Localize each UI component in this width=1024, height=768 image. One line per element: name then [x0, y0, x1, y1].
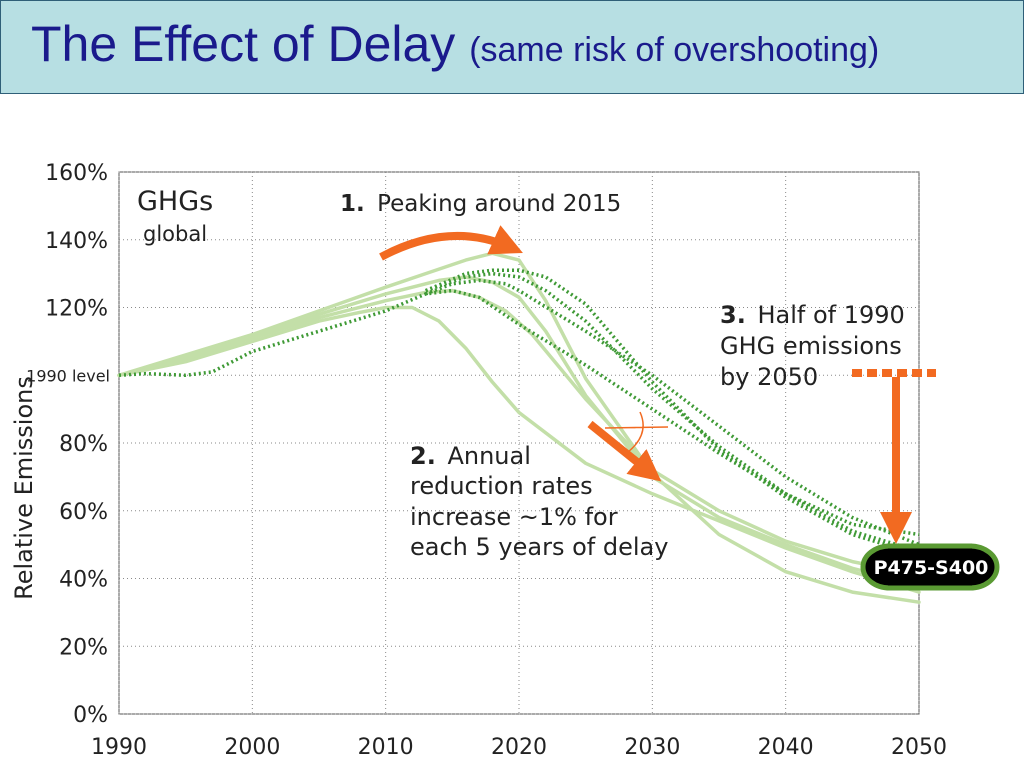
y-tick-label: 140% [45, 229, 108, 254]
x-tick-label: 2030 [624, 735, 680, 760]
annotation-3: 3. Half of 1990 GHG emissions by 2050 [720, 301, 905, 391]
y-tick-label: 1990 level [26, 366, 110, 385]
dotted-series-group [118, 268, 920, 557]
annotation-1: 1. Peaking around 2015 [340, 191, 621, 217]
axes: 1990 2000 2010 2020 2030 2040 2050 0% 20% 40% 60% 8… [26, 161, 947, 760]
annotation-2: 2. Annual reduction rates increase ~1% f… [410, 442, 668, 561]
y-tick-label: 60% [59, 500, 108, 525]
pathway-solid-line-4 [117, 251, 921, 604]
svg-text:2. Annual: 2. Annual [410, 442, 531, 470]
annotation-2-line-2: reduction rates [410, 472, 593, 500]
y-tick-label: 40% [59, 568, 108, 593]
title-banner: The Effect of Delay (same risk of oversh… [0, 0, 1024, 94]
pathway-solid-line-1 [117, 305, 921, 594]
x-tick-label: 2050 [891, 735, 947, 760]
annotation-2-line-1: Annual [447, 442, 530, 470]
page-title: The Effect of Delay (same risk of oversh… [31, 15, 879, 73]
scenario-badge-label: P475-S400 [874, 557, 989, 579]
solid-series-group [117, 251, 921, 604]
scenario-badge: P475-S400 [860, 543, 1000, 591]
reduction-angle-mark [604, 411, 669, 453]
page-title-main: The Effect of Delay [31, 16, 456, 72]
annotation-3-line-3: by 2050 [720, 363, 818, 391]
pathway-dotted-line-8 [425, 268, 920, 557]
x-tick-label: 2040 [758, 735, 814, 760]
pathway-dotted-line-7 [425, 271, 920, 554]
panel-label: GHGs [137, 186, 213, 217]
annotation-1-number: 1. [340, 191, 365, 217]
emissions-chart: 1990 2000 2010 2020 2030 2040 2050 0% 20% 40% 60% 8… [10, 161, 1000, 760]
annotation-1-text: Peaking around 2015 [377, 191, 621, 217]
annotation-2-line-4: each 5 years of delay [410, 533, 668, 561]
annotation-3-number: 3. [720, 301, 746, 329]
x-tick-label: 2000 [224, 735, 280, 760]
svg-text:3. Half of 1990: 3. Half of 1990 [720, 301, 905, 329]
pathway-solid-line-3 [117, 275, 921, 588]
x-tick-label: 2020 [491, 735, 547, 760]
x-tick-label: 1990 [91, 735, 147, 760]
y-tick-label: 0% [73, 703, 108, 728]
reduction-arrow [587, 420, 662, 482]
peak-arrow [379, 225, 523, 261]
y-tick-label: 80% [59, 432, 108, 457]
pathway-dotted-line-6 [425, 278, 920, 547]
annotation-2-line-3: increase ~1% for [410, 503, 618, 531]
y-tick-label: 20% [59, 635, 108, 660]
annotation-3-line-2: GHG emissions [720, 332, 902, 360]
annotation-2-number: 2. [410, 442, 436, 470]
panel-sublabel: global [143, 222, 207, 246]
y-tick-label: 120% [45, 297, 108, 322]
y-tick-label: 160% [45, 161, 108, 186]
y-axis-label: Relative Emissions [10, 376, 38, 600]
annotation-3-line-1: Half of 1990 [757, 301, 904, 329]
x-tick-label: 2010 [358, 735, 414, 760]
page-title-sub: (same risk of overshooting) [469, 31, 880, 69]
